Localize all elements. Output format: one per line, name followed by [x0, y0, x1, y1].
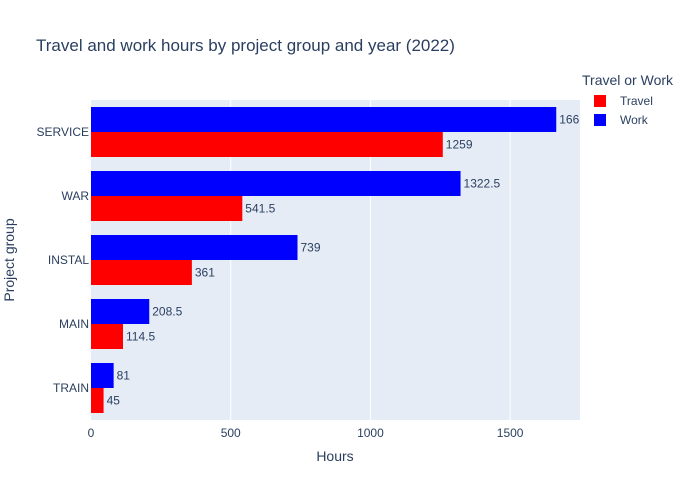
- x-tick-label-0: 0: [88, 426, 95, 440]
- data-label-travel-train: 45: [107, 394, 121, 408]
- data-label-work-train: 81: [117, 369, 131, 383]
- data-label-travel-service: 1259: [446, 138, 473, 152]
- legend-label-work: Work: [620, 113, 649, 127]
- bar-travel-main: [91, 324, 123, 349]
- legend-title: Travel or Work: [582, 72, 674, 88]
- x-tick-label-500: 500: [221, 426, 241, 440]
- bar-travel-service: [91, 132, 443, 157]
- data-label-work-main: 208.5: [152, 305, 182, 319]
- legend: Travel or Work Travel Work: [582, 72, 674, 127]
- x-axis-ticks: 0 500 1000 1500: [88, 426, 524, 440]
- legend-swatch-work: [594, 114, 606, 126]
- bar-work-train: [91, 363, 114, 388]
- bar-travel-instal: [91, 260, 192, 285]
- data-label-travel-instal: 361: [195, 266, 215, 280]
- y-tick-label-train: TRAIN: [53, 381, 89, 395]
- y-tick-label-instal: INSTAL: [48, 253, 89, 267]
- bar-work-main: [91, 299, 150, 324]
- bars: [91, 107, 557, 413]
- data-label-travel-war: 541.5: [245, 202, 275, 216]
- legend-label-travel: Travel: [620, 94, 653, 108]
- chart-title: Travel and work hours by project group a…: [36, 36, 455, 55]
- bar-travel-war: [91, 196, 243, 221]
- data-label-work-war: 1322.5: [464, 177, 501, 191]
- bar-work-war: [91, 171, 461, 196]
- y-tick-label-main: MAIN: [59, 317, 89, 331]
- data-label-work-service: 166: [559, 113, 579, 127]
- y-axis-ticks: SERVICE WAR INSTAL MAIN TRAIN: [37, 125, 90, 395]
- data-labels: 166 1259 1322.5 541.5 739 361 208.5 114.5 81 45: [107, 113, 580, 408]
- bar-work-service: [91, 107, 557, 132]
- bar-work-instal: [91, 235, 298, 260]
- legend-swatch-travel: [594, 95, 606, 107]
- y-tick-label-service: SERVICE: [37, 125, 89, 139]
- y-axis-title: Project group: [1, 218, 17, 301]
- data-label-travel-main: 114.5: [126, 330, 155, 344]
- y-tick-label-war: WAR: [61, 189, 89, 203]
- x-tick-label-1000: 1000: [357, 426, 384, 440]
- bar-travel-train: [91, 388, 104, 413]
- x-axis-title: Hours: [316, 448, 353, 464]
- data-label-work-instal: 739: [300, 241, 320, 255]
- x-tick-label-1500: 1500: [497, 426, 524, 440]
